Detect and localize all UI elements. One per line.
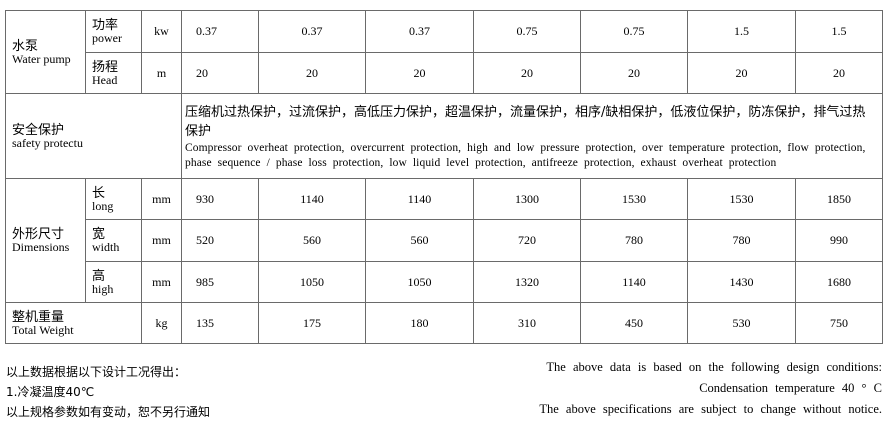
note-line: Condensation temperature 40 ° C: [699, 381, 882, 395]
label-zh: 水泵: [12, 38, 39, 54]
cell: 20: [687, 52, 796, 94]
safety-label: 安全保护 safety protectu: [5, 93, 182, 179]
height-row: 高 high mm 985 1050 1050 1320 1140 1430 16…: [6, 261, 883, 303]
unit: kg: [141, 302, 182, 344]
cell: 560: [365, 219, 474, 262]
label-en: safety protectu: [12, 135, 83, 150]
cell: 0.37: [365, 10, 474, 53]
dimensions-label: 外形尺寸 Dimensions: [5, 178, 86, 303]
label-zh: 高: [92, 268, 106, 284]
cell: 780: [687, 219, 796, 262]
cell: 1140: [365, 178, 474, 220]
label-en: width: [92, 240, 120, 254]
length-label: 长 long: [85, 178, 142, 220]
cell: 1530: [687, 178, 796, 220]
cell: 1140: [580, 261, 688, 303]
cell: 1300: [473, 178, 581, 220]
cell: 0.37: [181, 10, 259, 53]
cell: 1.5: [795, 10, 883, 53]
cell: 560: [258, 219, 366, 262]
safety-text: 压缩机过热保护，过流保护，高低压力保护，超温保护，流量保护，相序/缺相保护，低液…: [181, 93, 883, 179]
cell: 780: [580, 219, 688, 262]
cell: 20: [365, 52, 474, 94]
cell: 0.37: [258, 10, 366, 53]
note-line: 以上规格参数如有变动，恕不另行通知: [6, 405, 211, 419]
cell: 750: [795, 302, 883, 344]
cell: 20: [473, 52, 581, 94]
cell: 530: [687, 302, 796, 344]
cell: 1050: [258, 261, 366, 303]
head-row: 扬程 Head m 20 20 20 20 20 20 20: [6, 52, 883, 94]
cell: 20: [258, 52, 366, 94]
notes-zh: 以上数据根据以下设计工况得出： 1.冷凝温度40℃ 以上规格参数如有变动，恕不另…: [6, 362, 210, 422]
cell: 20: [795, 52, 883, 94]
power-label: 功率 power: [85, 10, 142, 53]
notes-en: The above data is based on the following…: [539, 357, 882, 420]
note-line: The above specifications are subject to …: [539, 402, 882, 416]
unit: mm: [141, 261, 182, 303]
label-en: Water pump: [12, 51, 71, 66]
label-zh: 长: [92, 185, 106, 201]
unit: mm: [141, 178, 182, 220]
label-en: Total Weight: [12, 322, 74, 337]
label-en: Dimensions: [12, 240, 70, 254]
cell: 0.75: [580, 10, 688, 53]
cell: 1850: [795, 178, 883, 220]
cell: 1.5: [687, 10, 796, 53]
cell: 175: [258, 302, 366, 344]
cell: 0.75: [473, 10, 581, 53]
cell: 930: [181, 178, 259, 220]
safety-text-en: Compressor overheat protection, overcurr…: [185, 142, 866, 169]
water-pump-label: 水泵 Water pump: [5, 10, 86, 94]
power-row: 水泵 Water pump 功率 power kw 0.37 0.37 0.37 0…: [5, 10, 883, 94]
cell: 1430: [687, 261, 796, 303]
unit: m: [141, 52, 182, 94]
cell: 20: [580, 52, 688, 94]
label-en: long: [92, 198, 114, 213]
spec-table: 水泵 Water pump 功率 power kw 0.37 0.37 0.37 0…: [5, 10, 883, 344]
label-zh: 功率: [92, 18, 119, 33]
safety-text-zh: 压缩机过热保护，过流保护，高低压力保护，超温保护，流量保护，相序/缺相保护，低液…: [185, 105, 866, 139]
cell: 310: [473, 302, 581, 344]
note-line: The above data is based on the following…: [546, 360, 882, 374]
cell: 450: [580, 302, 688, 344]
unit: mm: [141, 219, 182, 262]
head-label: 扬程 Head: [85, 52, 142, 94]
length-row: 外形尺寸 Dimensions 长 long mm 930 1140 1140 13…: [5, 178, 883, 303]
cell: 1680: [795, 261, 883, 303]
unit: kw: [141, 10, 182, 53]
label-en: power: [92, 31, 122, 45]
label-en: Head: [92, 72, 118, 87]
cell: 985: [181, 261, 259, 303]
cell: 180: [365, 302, 474, 344]
cell: 1530: [580, 178, 688, 220]
cell: 720: [473, 219, 581, 262]
cell: 1320: [473, 261, 581, 303]
cell: 1140: [258, 178, 366, 220]
width-label: 宽 width: [85, 219, 142, 262]
weight-row: 整机重量 Total Weight kg 135 175 180 310 450 …: [5, 302, 883, 344]
safety-row: 安全保护 safety protectu 压缩机过热保护，过流保护，高低压力保护，…: [5, 93, 883, 179]
note-line: 1.冷凝温度40℃: [6, 385, 95, 399]
label-zh: 宽: [92, 227, 106, 242]
cell: 1050: [365, 261, 474, 303]
cell: 990: [795, 219, 883, 262]
height-label: 高 high: [85, 261, 142, 303]
note-line: 以上数据根据以下设计工况得出：: [6, 365, 187, 379]
cell: 135: [181, 302, 259, 344]
label-zh: 整机重量: [12, 309, 65, 325]
cell: 20: [181, 52, 259, 94]
weight-label: 整机重量 Total Weight: [5, 302, 142, 344]
label-en: high: [92, 281, 114, 296]
label-zh: 扬程: [92, 59, 119, 75]
width-row: 宽 width mm 520 560 560 720 780 780 990: [6, 219, 883, 262]
label-zh: 安全保护: [12, 122, 65, 138]
cell: 520: [181, 219, 259, 262]
label-zh: 外形尺寸: [12, 227, 65, 242]
